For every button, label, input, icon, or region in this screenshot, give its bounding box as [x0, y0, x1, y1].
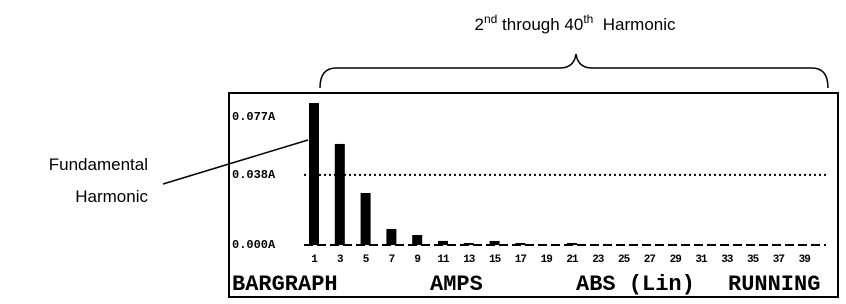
x-tick-label: 23	[592, 254, 605, 266]
superscript: nd	[484, 12, 497, 26]
bar	[490, 241, 500, 245]
figure: 2nd through 40th Harmonic Fundamental Ha…	[0, 0, 846, 304]
x-tick-label: 39	[799, 254, 811, 266]
annotation: Fundamental	[49, 155, 148, 174]
x-tick-label: 19	[541, 254, 553, 266]
bar	[335, 144, 345, 245]
status-text: ABS (Lin)	[576, 272, 695, 297]
status-text: AMPS	[430, 272, 483, 297]
x-tick-label: 13	[463, 254, 476, 266]
x-tick-label: 7	[389, 254, 395, 266]
bar	[464, 243, 474, 245]
x-tick-label: 25	[618, 254, 631, 266]
bar	[386, 229, 396, 245]
bracket	[320, 54, 828, 88]
x-tick-label: 27	[644, 254, 656, 266]
x-tick-label: 21	[566, 254, 579, 266]
label-part: 2	[474, 15, 483, 34]
label-part: through 40	[497, 15, 583, 34]
y-tick-label: 0.077A	[232, 110, 276, 124]
label-part: Harmonic	[593, 15, 676, 34]
status-text: RUNNING	[728, 272, 820, 297]
display-screen	[229, 93, 838, 297]
bar	[515, 243, 525, 245]
x-tick-label: 37	[773, 254, 785, 266]
annotation: Harmonic	[75, 187, 148, 206]
status-text: BARGRAPH	[232, 272, 338, 297]
bar	[438, 241, 448, 245]
bar	[412, 235, 422, 245]
x-tick-label: 11	[437, 254, 450, 266]
x-tick-label: 31	[695, 254, 708, 266]
bracket-label: 2nd through 40th Harmonic	[474, 12, 676, 34]
bar	[567, 243, 577, 245]
x-tick-label: 29	[670, 254, 682, 266]
y-tick-label: 0.038A	[232, 168, 276, 182]
bar	[361, 193, 371, 245]
bar	[309, 103, 319, 245]
x-tick-label: 35	[747, 254, 760, 266]
x-tick-label: 17	[515, 254, 527, 266]
y-tick-label: 0.000A	[232, 238, 276, 252]
x-tick-label: 33	[721, 254, 734, 266]
x-tick-label: 15	[489, 254, 502, 266]
x-tick-label: 9	[414, 254, 420, 266]
superscript: th	[583, 12, 593, 26]
